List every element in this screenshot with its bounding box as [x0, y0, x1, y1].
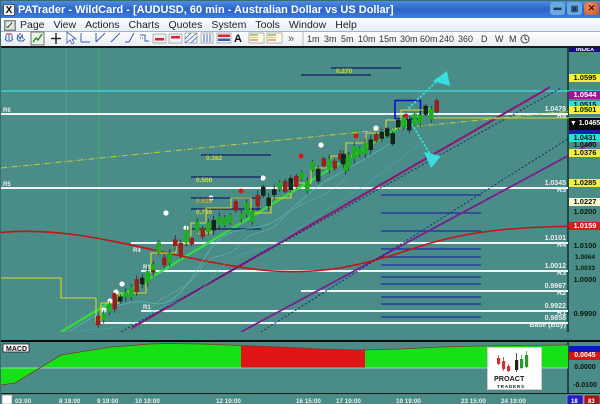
svg-text:5m: 5m — [341, 34, 354, 44]
svg-text:17 19:00: 17 19:00 — [336, 398, 361, 404]
svg-text:19 19:00: 19 19:00 — [396, 398, 421, 404]
svg-text:03:00: 03:00 — [15, 398, 32, 404]
svg-text:23 15:00: 23 15:00 — [461, 398, 486, 404]
svg-text:240: 240 — [439, 34, 454, 44]
svg-text:1m: 1m — [307, 34, 320, 44]
svg-text:15m: 15m — [379, 34, 397, 44]
svg-text:24 19:00: 24 19:00 — [501, 398, 526, 404]
svg-text:3m: 3m — [324, 34, 337, 44]
svg-text:W: W — [495, 34, 504, 44]
svg-text:R6: R6 — [3, 108, 11, 114]
svg-text:8 19:00: 8 19:00 — [59, 398, 81, 404]
svg-text:A: A — [234, 33, 242, 45]
svg-text:M: M — [509, 34, 517, 44]
svg-text:0.618: 0.618 — [196, 198, 213, 205]
svg-text:10m: 10m — [358, 34, 376, 44]
svg-text:9 19:00: 9 19:00 — [97, 398, 119, 404]
svg-text:83: 83 — [588, 399, 595, 404]
svg-text:16 15:00: 16 15:00 — [296, 398, 321, 404]
svg-text:18: 18 — [571, 399, 578, 404]
svg-text:»: » — [288, 33, 294, 45]
svg-text:R3: R3 — [143, 265, 151, 271]
svg-text:0.382: 0.382 — [206, 155, 223, 162]
svg-text:12 19:00: 12 19:00 — [216, 398, 241, 404]
svg-text:0.270: 0.270 — [336, 68, 353, 75]
svg-text:MACD: MACD — [6, 346, 27, 353]
svg-text:0.500: 0.500 — [196, 177, 213, 184]
svg-text:R1: R1 — [143, 305, 151, 311]
svg-text:360: 360 — [458, 34, 473, 44]
svg-text:D: D — [481, 34, 488, 44]
svg-text:PROACT: PROACT — [494, 374, 525, 383]
svg-text:R5: R5 — [3, 182, 11, 188]
svg-text:R4: R4 — [133, 248, 141, 254]
svg-text:TRADERS: TRADERS — [497, 384, 525, 389]
svg-text:30m: 30m — [400, 34, 418, 44]
svg-text:0.786: 0.786 — [196, 209, 213, 216]
svg-text:10 19:00: 10 19:00 — [135, 398, 160, 404]
svg-text:60m: 60m — [420, 34, 438, 44]
